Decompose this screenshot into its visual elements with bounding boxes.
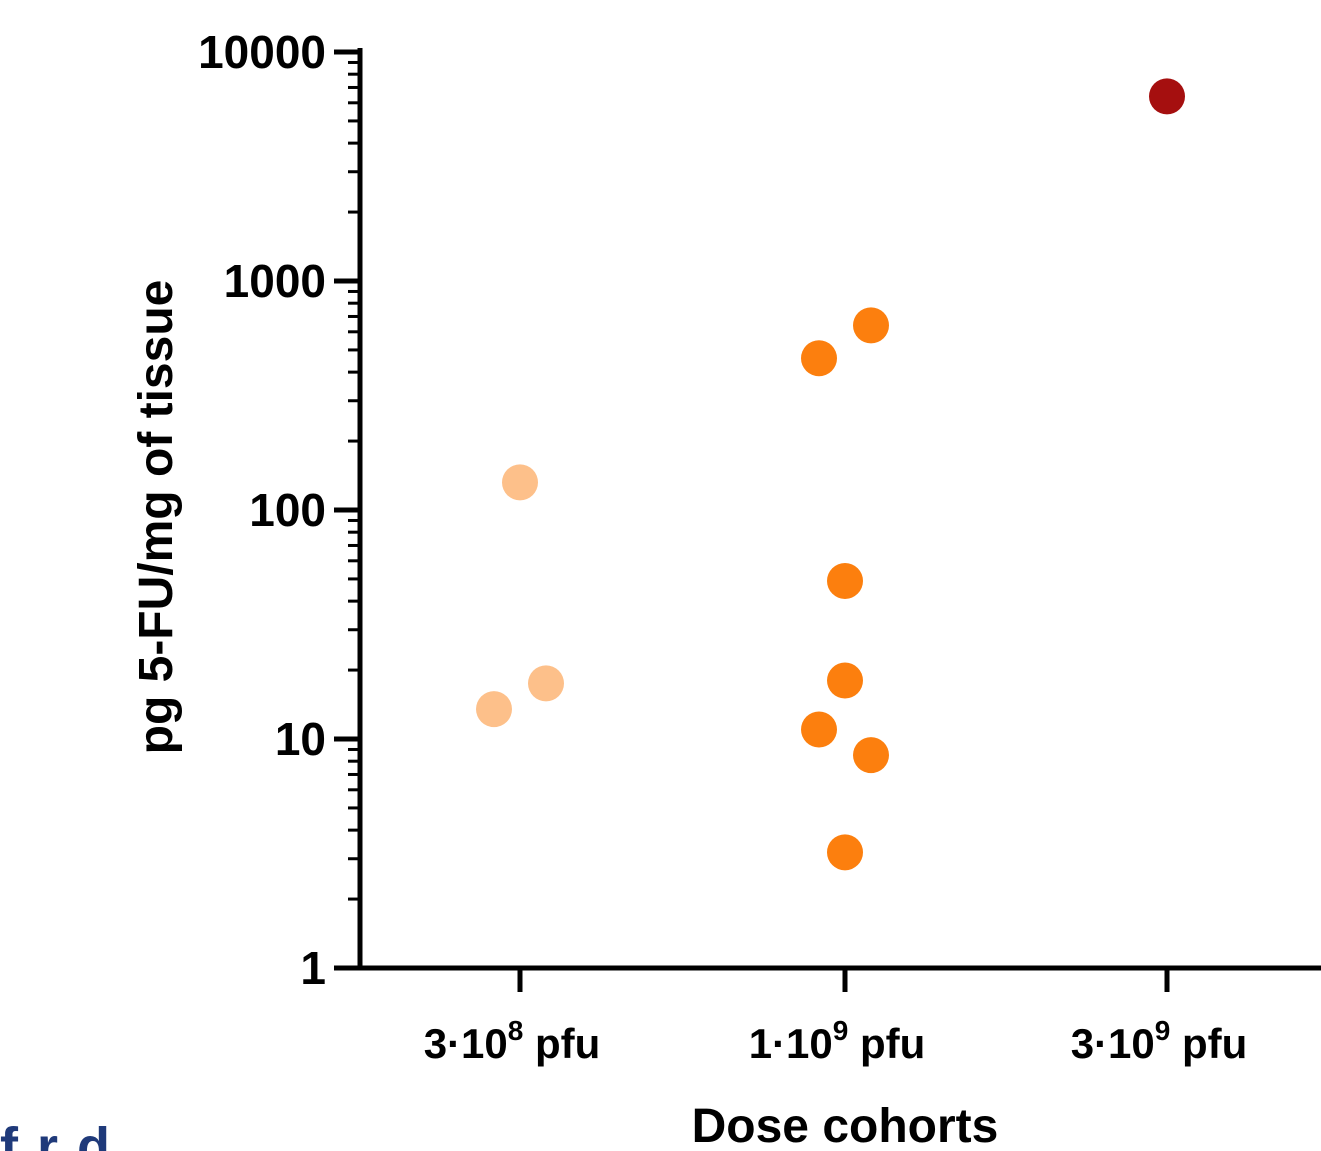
data-point [853,307,889,344]
y-tick-label: 1 [300,942,326,994]
x-axis-title: Dose cohorts [692,1100,999,1151]
data-point [1149,78,1185,115]
data-point [502,464,538,501]
data-point [853,737,889,774]
x-category-label: 3·108 pfu [424,1015,601,1067]
data-point [827,834,863,871]
data-point [801,711,837,748]
axes [357,48,1321,971]
data-point [801,340,837,377]
x-category-label: 1·109 pfu [749,1015,926,1067]
y-axis-ticks: 1 10 100 1000 10000 [198,26,360,994]
x-category-label: 3·109 pfu [1071,1015,1248,1067]
data-point [827,562,863,599]
y-tick-label: 100 [249,484,326,536]
y-tick-label: 1000 [224,255,326,307]
data-point [476,691,512,728]
data-point [528,665,564,702]
data-points [476,78,1185,871]
y-tick-label: 10000 [198,26,326,78]
y-tick-label: 10 [275,713,326,765]
y-axis-title: pg 5-FU/mg of tissue [130,280,183,755]
data-point [827,662,863,699]
cropped-footer-text: f r d [0,1120,112,1151]
x-axis-ticks: 3·108 pfu 1·109 pfu 3·109 pfu [424,968,1248,1067]
